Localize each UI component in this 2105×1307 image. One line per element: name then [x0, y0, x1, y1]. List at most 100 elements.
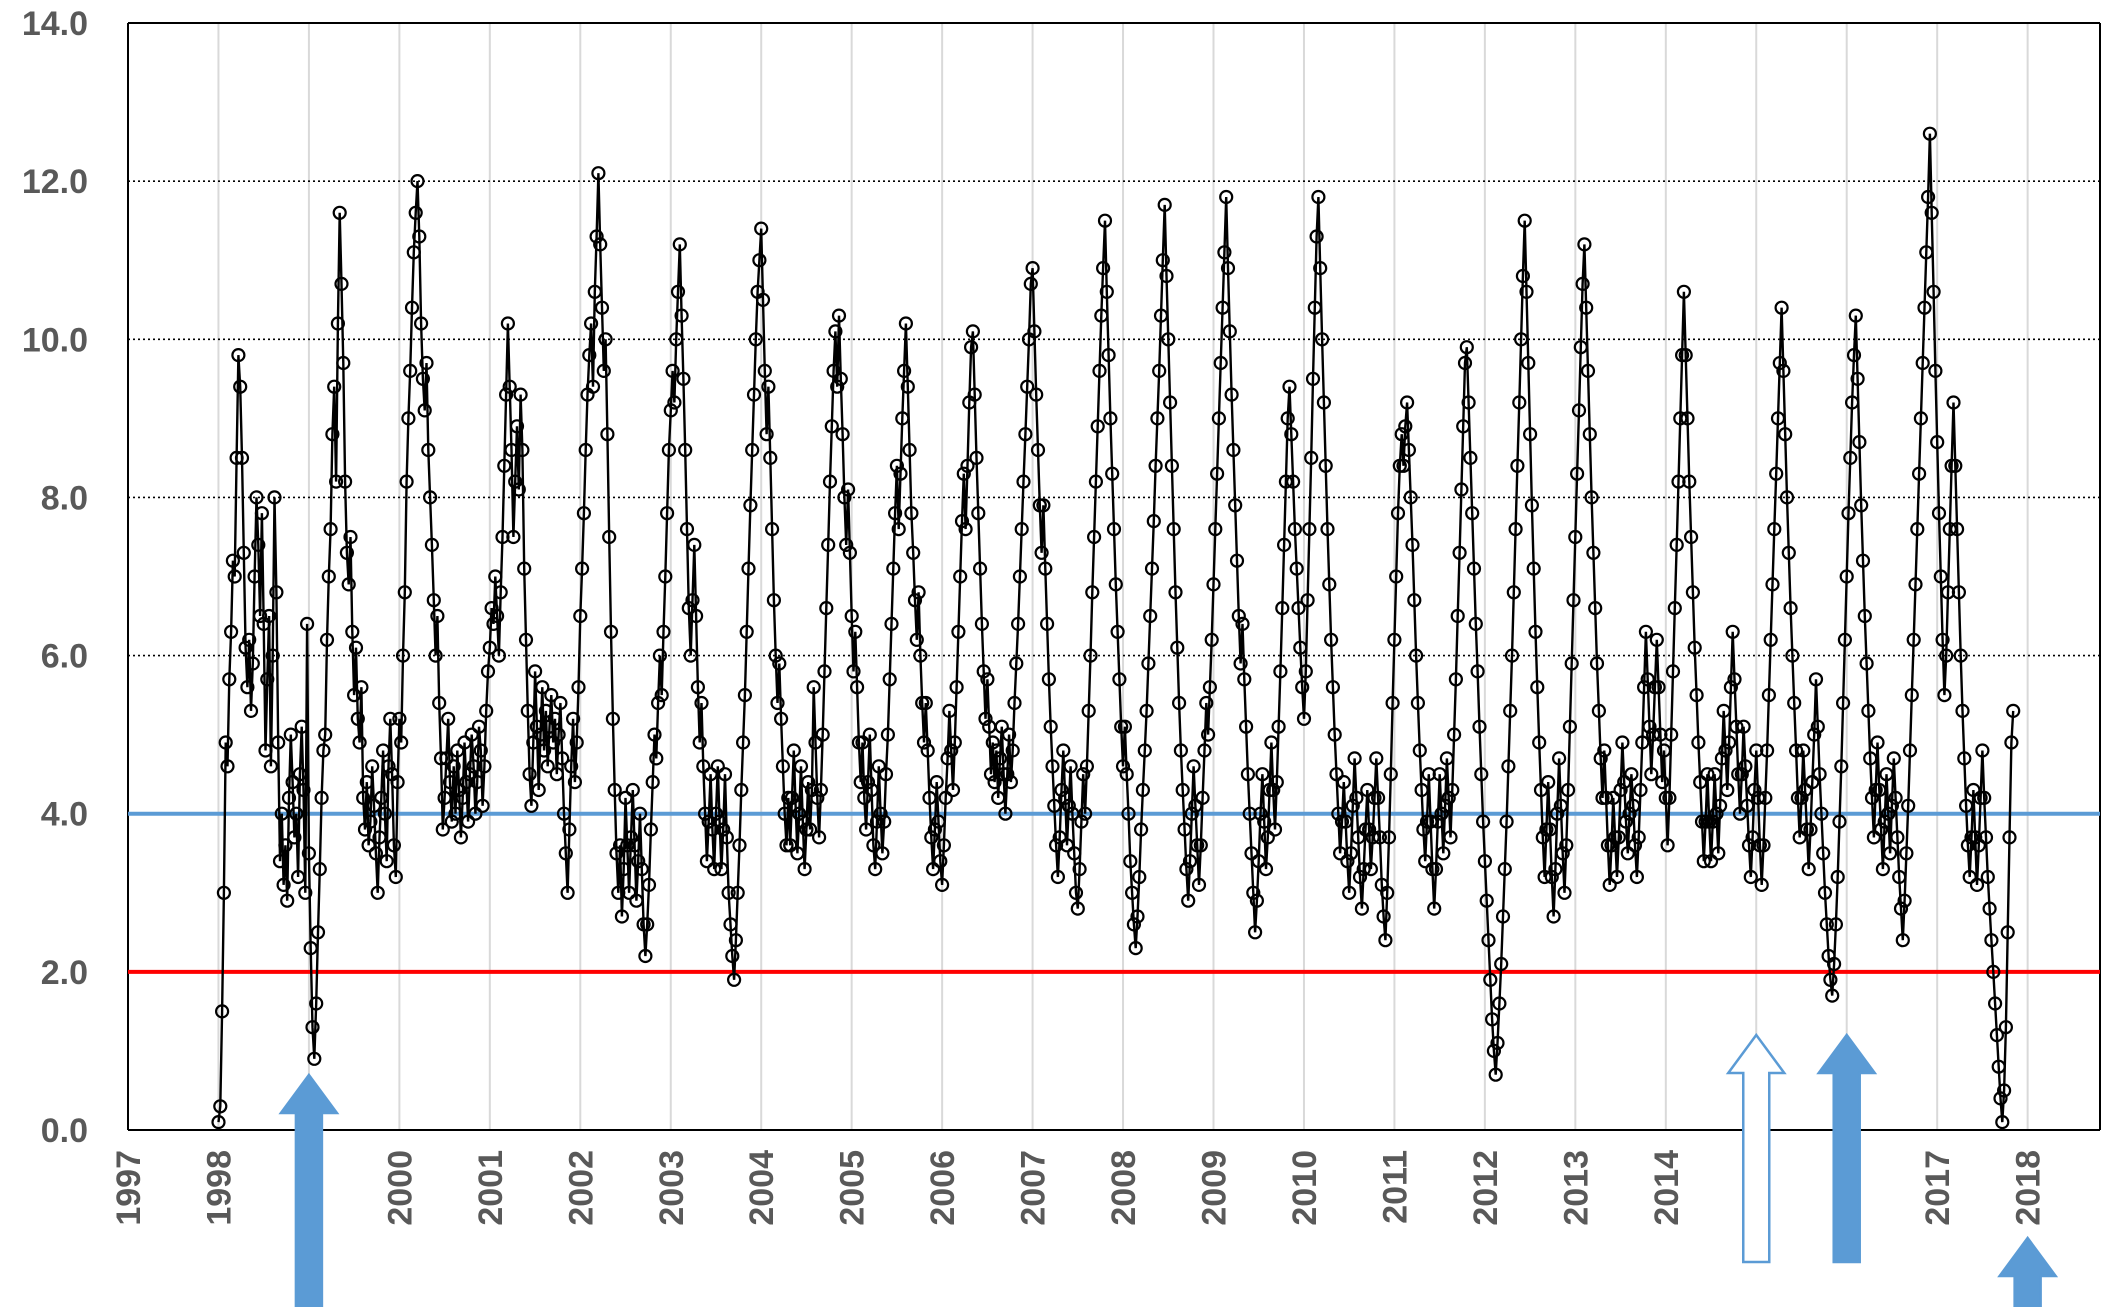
data-point [1365, 830, 1380, 845]
data-point [839, 537, 854, 553]
data-point [826, 363, 841, 378]
data-point [1257, 814, 1272, 829]
data-point [1331, 806, 1346, 821]
data-point [1410, 695, 1426, 711]
data-point [1383, 767, 1398, 782]
data-point [1902, 743, 1918, 758]
data-point [625, 782, 640, 798]
data-point [603, 624, 619, 639]
data-point [1727, 672, 1742, 687]
data-point [1012, 569, 1028, 584]
data-point [1340, 854, 1355, 869]
data-point [1338, 814, 1353, 829]
data-point [694, 695, 709, 711]
data-point [1703, 854, 1719, 869]
data-point [513, 387, 528, 402]
data-point [875, 846, 890, 861]
data-point [383, 711, 398, 726]
data-point [998, 806, 1013, 821]
data-point [1750, 790, 1766, 806]
data-point [1787, 695, 1802, 711]
data-point [1403, 490, 1418, 505]
outline-up-arrow-icon [1725, 1032, 1787, 1264]
data-point [1054, 782, 1069, 798]
data-point [412, 229, 427, 244]
data-point [247, 569, 262, 584]
data-point [1971, 838, 1986, 853]
data-point [1908, 577, 1923, 592]
x-tick-label: 2007 [1015, 1150, 1053, 1226]
data-point [1242, 806, 1257, 821]
data-point [1714, 751, 1730, 766]
data-point [1653, 727, 1668, 742]
data-point [663, 403, 678, 418]
data-point [621, 885, 637, 900]
x-tick-label: 2002 [562, 1150, 600, 1226]
x-tick-label: 2012 [1467, 1150, 1505, 1226]
data-point [365, 759, 380, 774]
data-point [1345, 798, 1360, 813]
data-point [551, 727, 566, 742]
data-point [1886, 751, 1901, 766]
data-point [989, 743, 1004, 758]
data-point [945, 782, 961, 798]
data-point [1530, 680, 1545, 695]
data-point [1056, 743, 1071, 758]
data-point [971, 506, 986, 521]
data-point [1986, 964, 2001, 980]
data-point [1010, 616, 1026, 632]
data-point [399, 474, 414, 489]
data-point [1305, 371, 1321, 386]
data-point [1662, 790, 1677, 806]
data-point [1307, 300, 1322, 315]
data-point [902, 442, 917, 458]
data-point [768, 648, 783, 663]
data-point [752, 253, 767, 268]
data-point [1854, 498, 1869, 513]
data-point [220, 759, 235, 774]
data-point [1957, 751, 1972, 766]
data-point [1512, 395, 1527, 410]
data-point [1081, 703, 1096, 719]
data-point [954, 513, 970, 529]
data-point [1222, 324, 1237, 339]
data-point [224, 624, 239, 639]
data-point [1266, 782, 1281, 798]
data-point [260, 672, 275, 687]
data-point [1079, 759, 1095, 774]
data-point [623, 830, 639, 845]
data-point [1322, 577, 1337, 592]
data-point [1801, 861, 1816, 877]
data-point [936, 838, 952, 853]
data-point [1769, 466, 1784, 481]
data-point [1336, 774, 1351, 790]
data-point [1097, 213, 1113, 228]
data-point [1678, 348, 1693, 363]
data-point [1103, 411, 1118, 426]
data-point [225, 553, 240, 568]
data-point [1220, 261, 1236, 276]
x-tick-label: 2014 [1648, 1150, 1686, 1226]
data-point [1099, 284, 1114, 299]
data-point [415, 371, 430, 386]
data-point [949, 680, 964, 695]
data-point [848, 624, 863, 639]
data-point [600, 427, 615, 442]
data-point [913, 648, 928, 663]
data-point [1454, 482, 1469, 497]
data-point [934, 877, 950, 893]
data-point [1774, 300, 1789, 315]
data-point [245, 656, 260, 671]
data-point [1548, 861, 1563, 877]
data-point [808, 735, 823, 750]
data-point [735, 735, 751, 750]
data-point [766, 593, 782, 608]
data-point [444, 814, 459, 829]
data-point [1635, 735, 1650, 750]
data-point [721, 885, 736, 900]
x-tick-label: 2009 [1196, 1150, 1234, 1226]
data-point [880, 727, 896, 742]
data-point [1105, 466, 1120, 481]
data-point [687, 537, 702, 553]
